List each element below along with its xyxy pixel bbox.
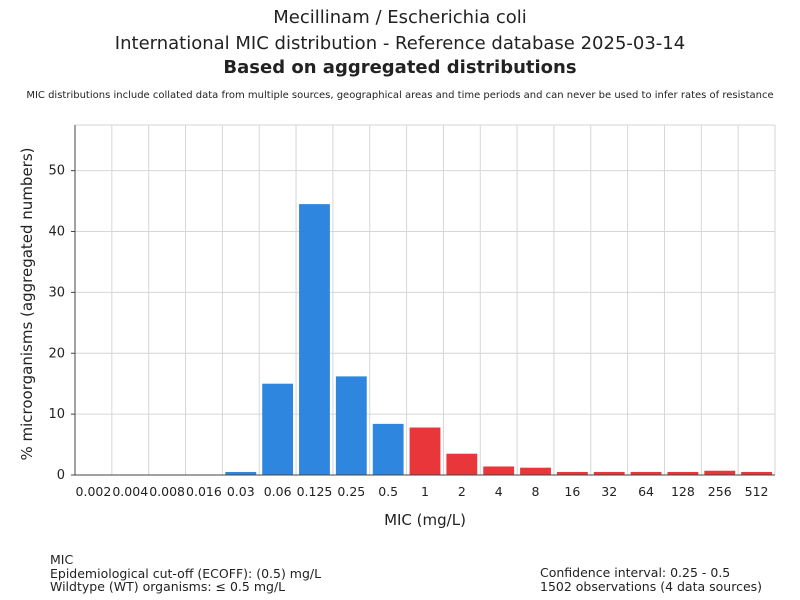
bar-128: [667, 471, 699, 475]
bar-0.06: [262, 383, 294, 475]
x-tick-label: 0.002: [76, 484, 112, 499]
y-tick-label: 0: [57, 468, 65, 483]
bar-16: [556, 471, 588, 475]
x-tick-label: 0.008: [149, 484, 185, 499]
disclaimer-note: MIC distributions include collated data …: [26, 90, 774, 101]
bar-32: [593, 471, 625, 475]
x-tick-label: 256: [708, 484, 732, 499]
footer-confidence-interval: Confidence interval: 0.25 - 0.5: [540, 565, 731, 580]
bar-256: [704, 470, 736, 475]
bar-512: [741, 471, 772, 475]
x-tick-label: 2: [458, 484, 466, 499]
x-tick-label: 0.06: [264, 484, 292, 499]
x-tick-label: 1: [421, 484, 429, 499]
y-tick-label: 10: [48, 407, 65, 422]
x-tick-label: 64: [638, 484, 654, 499]
x-tick-label: 0.004: [112, 484, 148, 499]
chart-title-line-2: International MIC distribution - Referen…: [114, 33, 686, 54]
bar-0.5: [372, 423, 404, 475]
y-tick-label: 50: [48, 164, 65, 179]
bar-0.125: [299, 204, 330, 475]
bar-0.03: [225, 471, 257, 475]
y-tick-label: 30: [48, 285, 65, 300]
x-tick-label: 0.03: [227, 484, 255, 499]
x-tick-label: 512: [745, 484, 769, 499]
bar-1: [409, 427, 441, 475]
x-tick-label: 128: [671, 484, 695, 499]
x-tick-label: 0.5: [378, 484, 398, 499]
footer-ecoff: Epidemiological cut-off (ECOFF): (0.5) m…: [50, 565, 322, 581]
footer-right: Confidence interval: 0.25 - 0.5 1502 obs…: [540, 566, 762, 593]
x-tick-label: 0.25: [337, 484, 365, 499]
x-tick-label: 8: [532, 484, 540, 499]
chart-title: Mecillinam / Escherichia coli: [273, 7, 527, 28]
x-axis-label: MIC (mg/L): [384, 511, 466, 529]
y-tick-label: 40: [48, 225, 65, 240]
x-tick-label: 0.016: [186, 484, 222, 499]
y-tick-label: 20: [48, 346, 65, 361]
footer-observations: 1502 observations (4 data sources): [540, 578, 763, 594]
x-tick-label: 4: [495, 484, 503, 499]
bar-8: [520, 467, 551, 475]
x-tick-label: 32: [601, 484, 617, 499]
footer-mic-label: MIC: [50, 552, 74, 567]
y-axis-label: % microorganisms (aggregated numbers): [18, 147, 36, 460]
footer-left: MIC Epidemiological cut-off (ECOFF): (0.…: [50, 553, 321, 594]
bar-0.25: [335, 376, 367, 475]
footer-wildtype: Wildtype (WT) organisms: ≤ 0.5 mg/L: [50, 579, 286, 594]
x-tick-label: 0.125: [297, 484, 333, 499]
bar-2: [446, 453, 478, 475]
bar-4: [483, 466, 515, 475]
chart-subtitle: Based on aggregated distributions: [223, 57, 577, 78]
bar-64: [630, 471, 662, 475]
x-tick-label: 16: [564, 484, 580, 499]
